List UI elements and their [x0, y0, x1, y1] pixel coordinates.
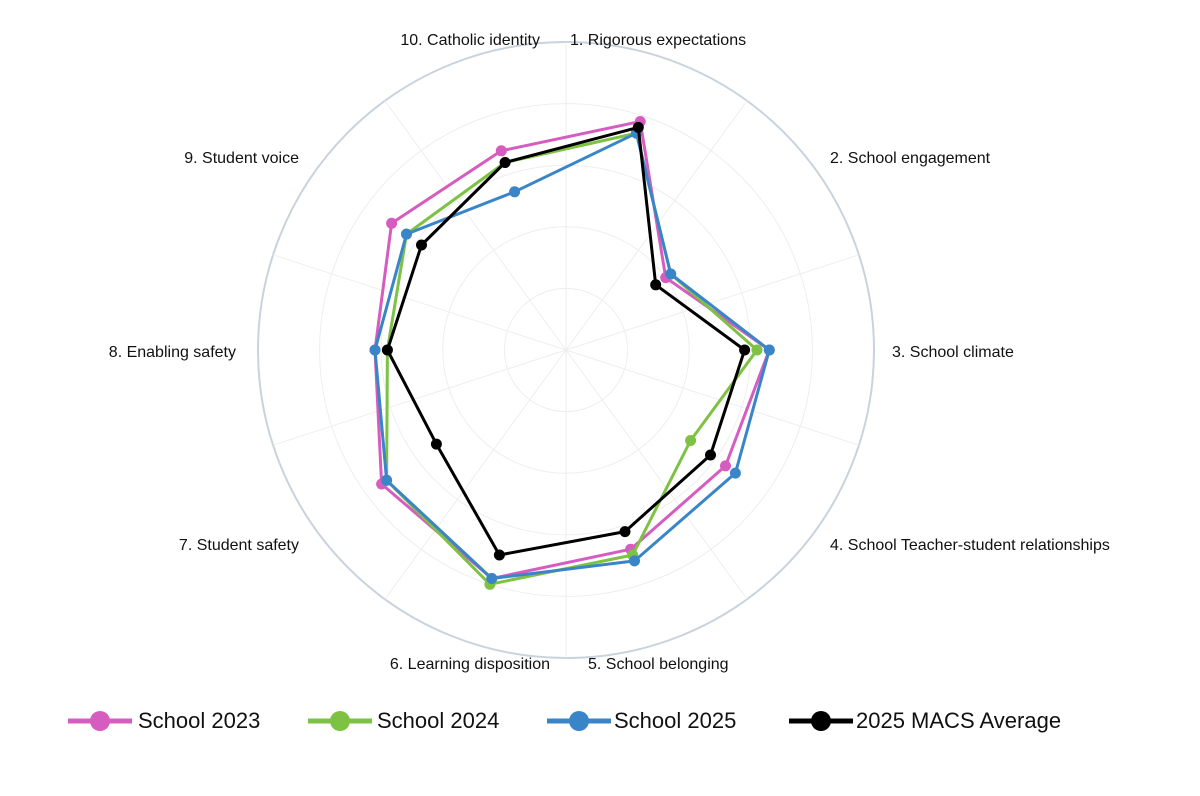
axis-label-learning-disposition: 6. Learning disposition: [390, 656, 550, 673]
axis-label-school-climate: 3. School climate: [892, 344, 1014, 361]
legend-marker-school-2025: [569, 711, 589, 731]
grid-spoke-5: [565, 349, 748, 600]
point-school-2025-axis-9[interactable]: [401, 228, 412, 240]
point-school-2025-axis-2[interactable]: [665, 268, 677, 280]
legend-label-school-2025: School 2025: [614, 708, 736, 733]
series-school-2025: [369, 127, 775, 584]
point-2025-macs-average-axis-6[interactable]: [493, 549, 505, 561]
legend-label-school-2023: School 2023: [138, 708, 260, 733]
axis-label-teacher-student-relationships: 4. School Teacher-student relationships: [830, 537, 1110, 554]
legend-item-school-2025[interactable]: School 2025: [547, 708, 736, 733]
axis-label-student-safety: 7. Student safety: [179, 537, 299, 554]
point-school-2025-axis-3[interactable]: [763, 344, 775, 356]
point-school-2025-axis-7[interactable]: [381, 474, 393, 486]
point-school-2024-axis-3[interactable]: [751, 344, 763, 356]
point-school-2024-axis-4[interactable]: [685, 435, 697, 446]
point-school-2025-axis-8[interactable]: [369, 344, 381, 356]
axis-label-school-belonging: 5. School belonging: [588, 656, 729, 673]
point-2025-macs-average-axis-3[interactable]: [739, 344, 751, 356]
point-school-2025-axis-4[interactable]: [729, 467, 741, 479]
radar-grid: [257, 41, 875, 659]
point-school-2023-axis-4[interactable]: [720, 460, 731, 472]
point-school-2025-axis-6[interactable]: [486, 573, 498, 584]
legend-marker-macs-average: [811, 711, 831, 731]
legend-label-macs-average: 2025 MACS Average: [856, 708, 1061, 733]
legend: School 2023 School 2024 School 2025 2025…: [68, 708, 1061, 733]
series-line-school-2025: [373, 131, 771, 580]
series-school-2023: [369, 116, 775, 584]
axis-label-student-voice: 9. Student voice: [184, 150, 299, 167]
series-2025-macs-average: [381, 121, 751, 561]
legend-label-school-2024: School 2024: [377, 708, 499, 733]
radar-series: [369, 116, 775, 590]
series-line-school-2023: [373, 120, 771, 580]
point-2025-macs-average-axis-8[interactable]: [381, 344, 393, 356]
point-2025-macs-average-axis-10[interactable]: [499, 157, 511, 168]
point-2025-macs-average-axis-4[interactable]: [705, 449, 716, 461]
legend-item-macs-average[interactable]: 2025 MACS Average: [789, 708, 1061, 733]
point-2025-macs-average-axis-7[interactable]: [430, 438, 442, 450]
axis-label-catholic-identity: 10. Catholic identity: [400, 32, 540, 49]
point-2025-macs-average-axis-2[interactable]: [650, 279, 662, 291]
point-2025-macs-average-axis-1[interactable]: [632, 121, 644, 133]
axis-labels: 1. Rigorous expectations 2. School engag…: [109, 32, 1110, 673]
axis-label-school-engagement: 2. School engagement: [830, 150, 991, 167]
point-school-2023-axis-10[interactable]: [495, 145, 507, 157]
legend-item-school-2024[interactable]: School 2024: [308, 708, 499, 733]
grid-spoke-10: [384, 100, 567, 351]
grid-spoke-9: [272, 254, 567, 351]
legend-marker-school-2024: [330, 711, 350, 731]
point-school-2025-axis-10[interactable]: [509, 186, 521, 198]
legend-item-school-2023[interactable]: School 2023: [68, 708, 260, 733]
grid-spoke-8: [272, 349, 567, 446]
grid-spoke-4: [565, 349, 860, 446]
axis-label-rigorous-expectations: 1. Rigorous expectations: [570, 32, 746, 49]
legend-marker-school-2023: [90, 711, 110, 731]
axis-label-enabling-safety: 8. Enabling safety: [109, 344, 236, 361]
point-school-2025-axis-5[interactable]: [629, 555, 640, 567]
grid-spoke-7: [384, 349, 567, 600]
point-school-2023-axis-9[interactable]: [386, 217, 398, 229]
point-2025-macs-average-axis-5[interactable]: [619, 526, 631, 538]
point-2025-macs-average-axis-9[interactable]: [416, 239, 427, 251]
grid-spoke-3: [565, 254, 860, 351]
